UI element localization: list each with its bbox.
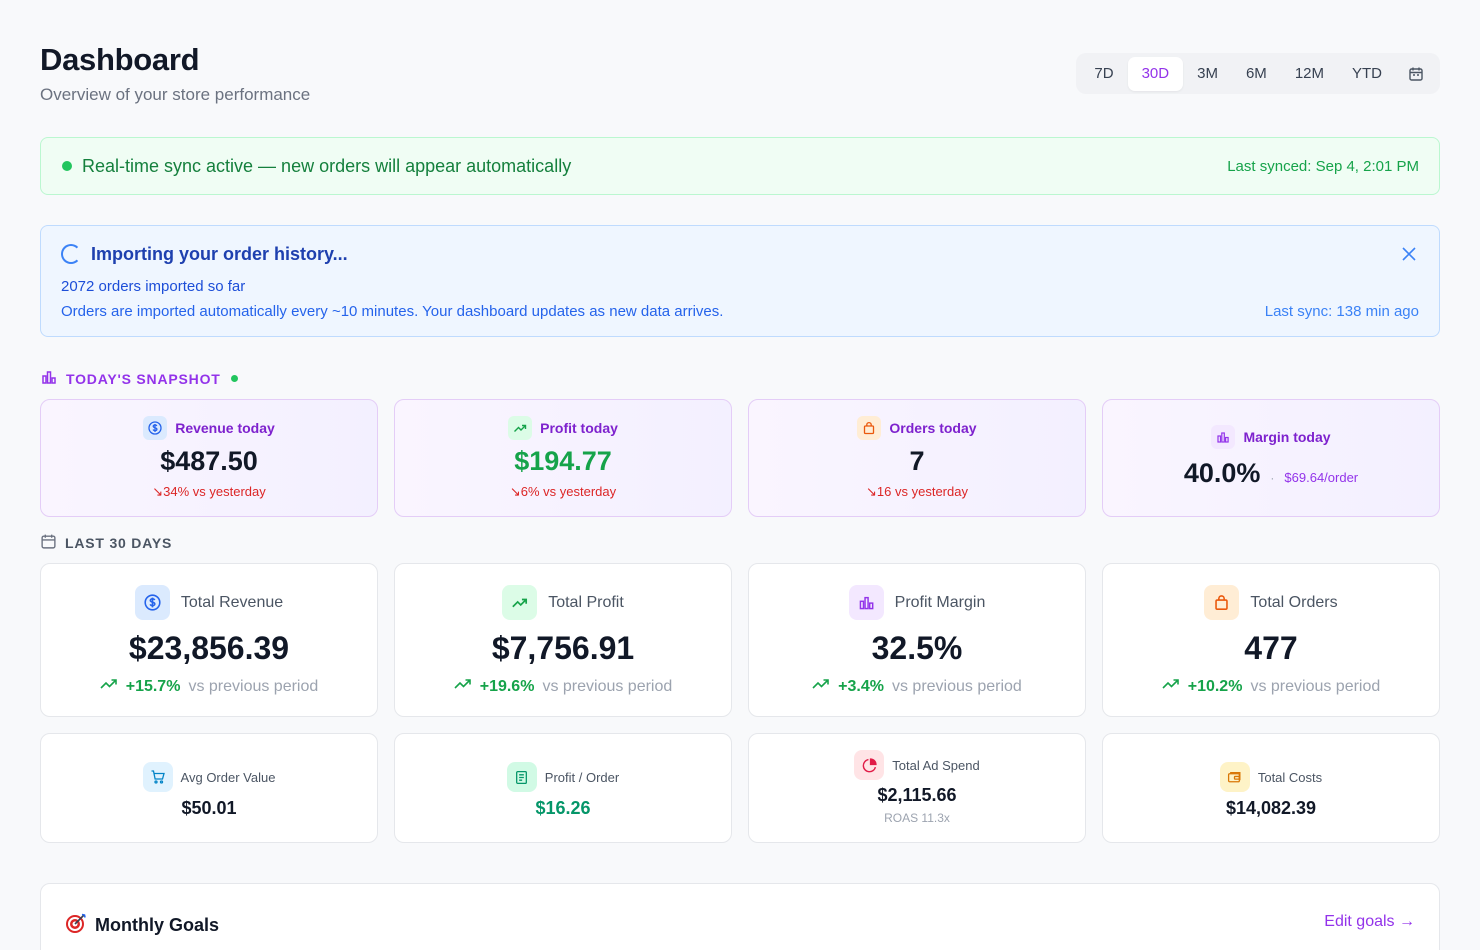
kpi-compare-label: vs previous period — [1250, 677, 1381, 695]
import-title: Importing your order history... — [91, 244, 348, 264]
kpi-value: 32.5% — [871, 630, 963, 666]
import-progress-banner: Importing your order history... 2072 ord… — [40, 225, 1440, 337]
roas-label: ROAS 11.3x — [884, 811, 950, 825]
kpi-compare-label: vs previous period — [891, 677, 1022, 695]
kpi-value: $23,856.39 — [128, 630, 290, 666]
mini-value: $14,082.39 — [1225, 798, 1317, 818]
page-subtitle: Overview of your store performance — [40, 85, 311, 104]
snapshot-label: Orders today — [889, 420, 977, 436]
range-30d-button[interactable]: 30D — [1127, 56, 1184, 91]
trending-up-icon — [454, 677, 472, 696]
kpi-total-revenue-card: Total Revenue $23,856.39 +15.7% vs previ… — [40, 563, 378, 717]
receipt-icon — [506, 762, 537, 792]
range-7d-button[interactable]: 7D — [1094, 65, 1114, 82]
monthly-goals-panel: Monthly Goals Edit goals → — [40, 883, 1440, 950]
range-ytd-button[interactable]: YTD — [1352, 65, 1382, 82]
profit-per-order-card: Profit / Order $16.26 — [394, 733, 732, 843]
bar-chart-icon — [40, 368, 58, 389]
live-indicator-dot — [230, 375, 238, 382]
sync-status-dot — [62, 161, 72, 171]
kpi-delta: +15.7% — [125, 677, 181, 695]
period-heading: LAST 30 DAYS — [65, 535, 173, 551]
calendar-icon[interactable] — [1396, 57, 1436, 91]
mini-label: Avg Order Value — [180, 769, 276, 785]
snapshot-subvalue: $69.64/order — [1284, 470, 1359, 485]
period-section-header: LAST 30 DAYS — [40, 533, 172, 553]
kpi-compare-label: vs previous period — [188, 677, 319, 695]
mini-value: $50.01 — [181, 798, 237, 818]
sync-status-text: Real-time sync active — new orders will … — [82, 156, 572, 176]
goals-title: Monthly Goals — [95, 915, 220, 935]
snapshot-revenue-card: Revenue today $487.50 ↘34% vs yesterday — [40, 399, 378, 517]
dollar-icon — [143, 416, 168, 440]
trending-up-icon — [502, 585, 538, 620]
bar-chart-icon — [848, 585, 884, 620]
kpi-delta: +10.2% — [1187, 677, 1243, 695]
sync-status-banner: Real-time sync active — new orders will … — [40, 137, 1440, 195]
kpi-label: Total Profit — [548, 593, 624, 611]
import-last-sync: Last sync: 138 min ago — [1264, 303, 1419, 320]
kpi-total-orders-card: Total Orders 477 +10.2% vs previous peri… — [1102, 563, 1440, 717]
range-6m-button[interactable]: 6M — [1245, 65, 1267, 82]
avg-order-value-card: Avg Order Value $50.01 — [40, 733, 378, 843]
trending-up-icon — [508, 416, 533, 440]
last-synced-text: Last synced: Sep 4, 2:01 PM — [1227, 158, 1419, 175]
import-count: 2072 orders imported so far — [61, 278, 246, 295]
trending-up-icon — [100, 677, 118, 696]
bar-chart-icon — [1211, 425, 1236, 449]
target-icon — [65, 912, 87, 939]
snapshot-section-header: TODAY'S SNAPSHOT — [40, 368, 238, 389]
import-note: Orders are imported automatically every … — [61, 303, 724, 320]
page-title: Dashboard — [40, 42, 200, 77]
snapshot-delta: ↘34% vs yesterday — [152, 484, 266, 499]
total-costs-card: Total Costs $14,082.39 — [1102, 733, 1440, 843]
total-ad-spend-card: Total Ad Spend $2,115.66 ROAS 11.3x — [748, 733, 1086, 843]
cart-icon — [142, 762, 173, 792]
mini-label: Total Costs — [1257, 769, 1323, 785]
shopping-bag-icon — [1204, 585, 1240, 620]
range-12m-button[interactable]: 12M — [1294, 65, 1324, 82]
kpi-delta: +3.4% — [838, 677, 884, 695]
kpi-total-profit-card: Total Profit $7,756.91 +19.6% vs previou… — [394, 563, 732, 717]
pie-chart-icon — [854, 750, 885, 780]
kpi-label: Profit Margin — [894, 593, 986, 611]
page-header: Dashboard Overview of your store perform… — [40, 40, 1440, 110]
kpi-profit-margin-card: Profit Margin 32.5% +3.4% vs previous pe… — [748, 563, 1086, 717]
close-icon[interactable] — [1399, 244, 1419, 264]
snapshot-value: $194.77 — [514, 446, 612, 476]
kpi-compare-label: vs previous period — [542, 677, 673, 695]
snapshot-orders-card: Orders today 7 ↘16 vs yesterday — [748, 399, 1086, 517]
kpi-value: $7,756.91 — [491, 630, 635, 666]
separator-dot: · — [1270, 471, 1275, 485]
range-3m-button[interactable]: 3M — [1197, 65, 1218, 82]
wallet-icon — [1219, 762, 1250, 792]
mini-label: Profit / Order — [544, 769, 620, 785]
mini-value: $2,115.66 — [877, 785, 957, 805]
snapshot-delta: ↘16 vs yesterday — [866, 484, 968, 499]
mini-label: Total Ad Spend — [892, 757, 980, 773]
loading-spinner-icon — [61, 244, 81, 264]
snapshot-value: 7 — [909, 446, 925, 476]
date-range-selector: 7D 30D 3M 6M 12M YTD — [1076, 53, 1440, 94]
snapshot-delta: ↘6% vs yesterday — [509, 484, 617, 499]
trending-up-icon — [812, 677, 830, 696]
shopping-bag-icon — [857, 416, 882, 440]
kpi-delta: +19.6% — [479, 677, 535, 695]
trending-up-icon — [1162, 677, 1180, 696]
snapshot-label: Margin today — [1243, 429, 1331, 445]
kpi-label: Total Revenue — [180, 593, 284, 611]
calendar-icon — [40, 533, 57, 553]
snapshot-value: 40.0% — [1183, 458, 1261, 488]
kpi-label: Total Orders — [1250, 593, 1338, 611]
edit-goals-link[interactable]: Edit goals → — [1324, 913, 1415, 930]
dollar-icon — [134, 585, 170, 620]
kpi-value: 477 — [1244, 630, 1298, 666]
mini-value: $16.26 — [535, 798, 591, 818]
snapshot-margin-card: Margin today 40.0% · $69.64/order — [1102, 399, 1440, 517]
snapshot-heading: TODAY'S SNAPSHOT — [66, 370, 221, 387]
snapshot-label: Profit today — [540, 420, 618, 436]
snapshot-profit-card: Profit today $194.77 ↘6% vs yesterday — [394, 399, 732, 517]
snapshot-label: Revenue today — [175, 420, 275, 436]
snapshot-value: $487.50 — [160, 446, 258, 476]
